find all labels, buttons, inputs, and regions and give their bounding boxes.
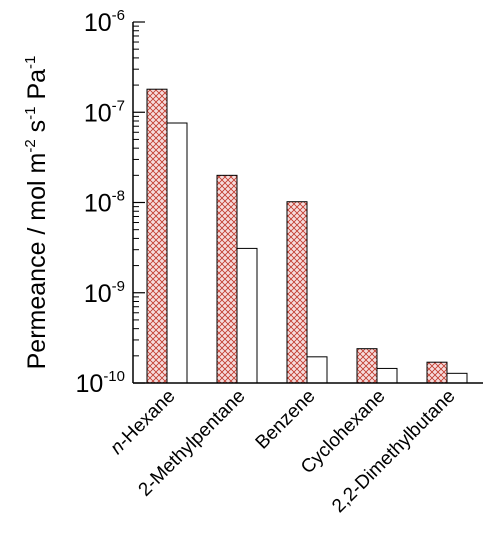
y-tick-exponent: -6 — [112, 7, 125, 24]
category-name: Benzene — [252, 386, 320, 454]
y-tick-label-3: 10-8 — [84, 188, 125, 218]
y-tick-exponent: -7 — [112, 97, 125, 114]
bar-series1-5 — [426, 361, 448, 384]
x-category-label-1: n-Hexane — [106, 386, 179, 459]
y-title-exp2: -1 — [22, 106, 39, 119]
y-tick-base: 10 — [84, 99, 112, 127]
y-tick-exponent: -9 — [112, 278, 125, 295]
bar-series1-2 — [216, 174, 238, 384]
y-axis-title: Permeance / mol m-2 s-1 Pa-1 — [22, 56, 51, 370]
bar-series2-1 — [166, 122, 188, 384]
y-tick-base: 10 — [76, 370, 104, 398]
y-tick-exponent: -10 — [103, 368, 125, 385]
bars-layer — [146, 88, 468, 384]
y-tick-base: 10 — [84, 280, 112, 308]
y-tick-label-5: 10-6 — [84, 7, 125, 37]
y-tick-label-2: 10-9 — [84, 278, 125, 308]
y-tick-base: 10 — [84, 9, 112, 37]
x-category-label-5: 2,2-Dimethylbutane — [328, 386, 459, 517]
y-tick-base: 10 — [84, 190, 112, 218]
x-category-label-3: Benzene — [252, 386, 320, 454]
bar-series2-3 — [306, 356, 328, 384]
y-title-exp1: -2 — [22, 139, 39, 152]
bar-series1-1 — [146, 88, 168, 384]
bar-series2-4 — [376, 367, 398, 384]
bar-series1-3 — [286, 201, 308, 384]
category-name: 2,2-Dimethylbutane — [328, 386, 459, 517]
y-tick-label-1: 10-10 — [76, 368, 126, 398]
category-name: -Hexane — [114, 386, 180, 452]
y-tick-exponent: -8 — [112, 188, 125, 205]
y-title-exp3: -1 — [22, 56, 39, 69]
axis-layer — [132, 21, 483, 384]
y-title-mid: s — [23, 120, 51, 139]
bar-series2-5 — [446, 372, 468, 384]
bar-series1-4 — [356, 348, 378, 384]
bar-series2-2 — [236, 247, 258, 384]
y-tick-label-4: 10-7 — [84, 97, 125, 127]
y-title-main: Permeance / mol m — [23, 153, 51, 370]
y-title-tail: Pa — [23, 69, 51, 107]
